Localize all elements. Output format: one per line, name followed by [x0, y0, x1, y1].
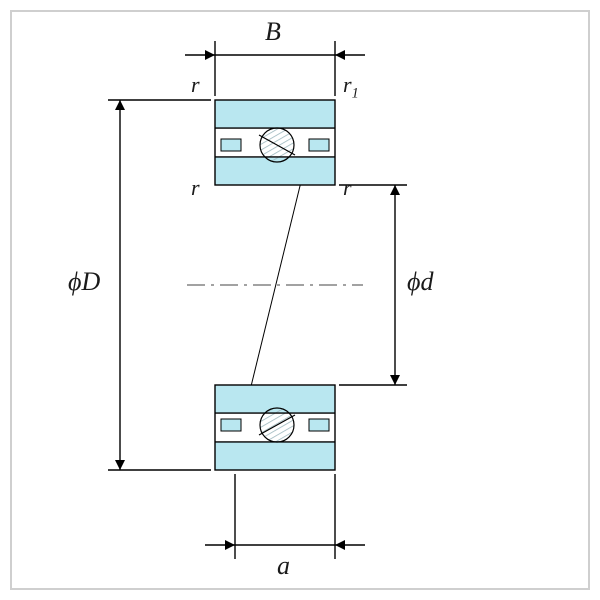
label-r1-sub: 1 — [352, 85, 359, 101]
label-B-width: B — [265, 17, 281, 47]
label-d-bore-dia: ϕd — [407, 267, 433, 297]
label-r-mid-left: r — [191, 175, 200, 201]
bearing-cross-section-svg — [0, 0, 600, 600]
label-D-outer-dia: ϕD — [68, 267, 100, 297]
label-r1-base: r — [343, 72, 352, 97]
diagram-canvas: B ϕD ϕd a r r r r1 — [0, 0, 600, 600]
label-r-mid-right: r — [343, 175, 352, 201]
label-r-top-left: r — [191, 72, 200, 98]
label-a-offset: a — [277, 551, 290, 581]
label-r1-top-right: r1 — [343, 72, 359, 102]
